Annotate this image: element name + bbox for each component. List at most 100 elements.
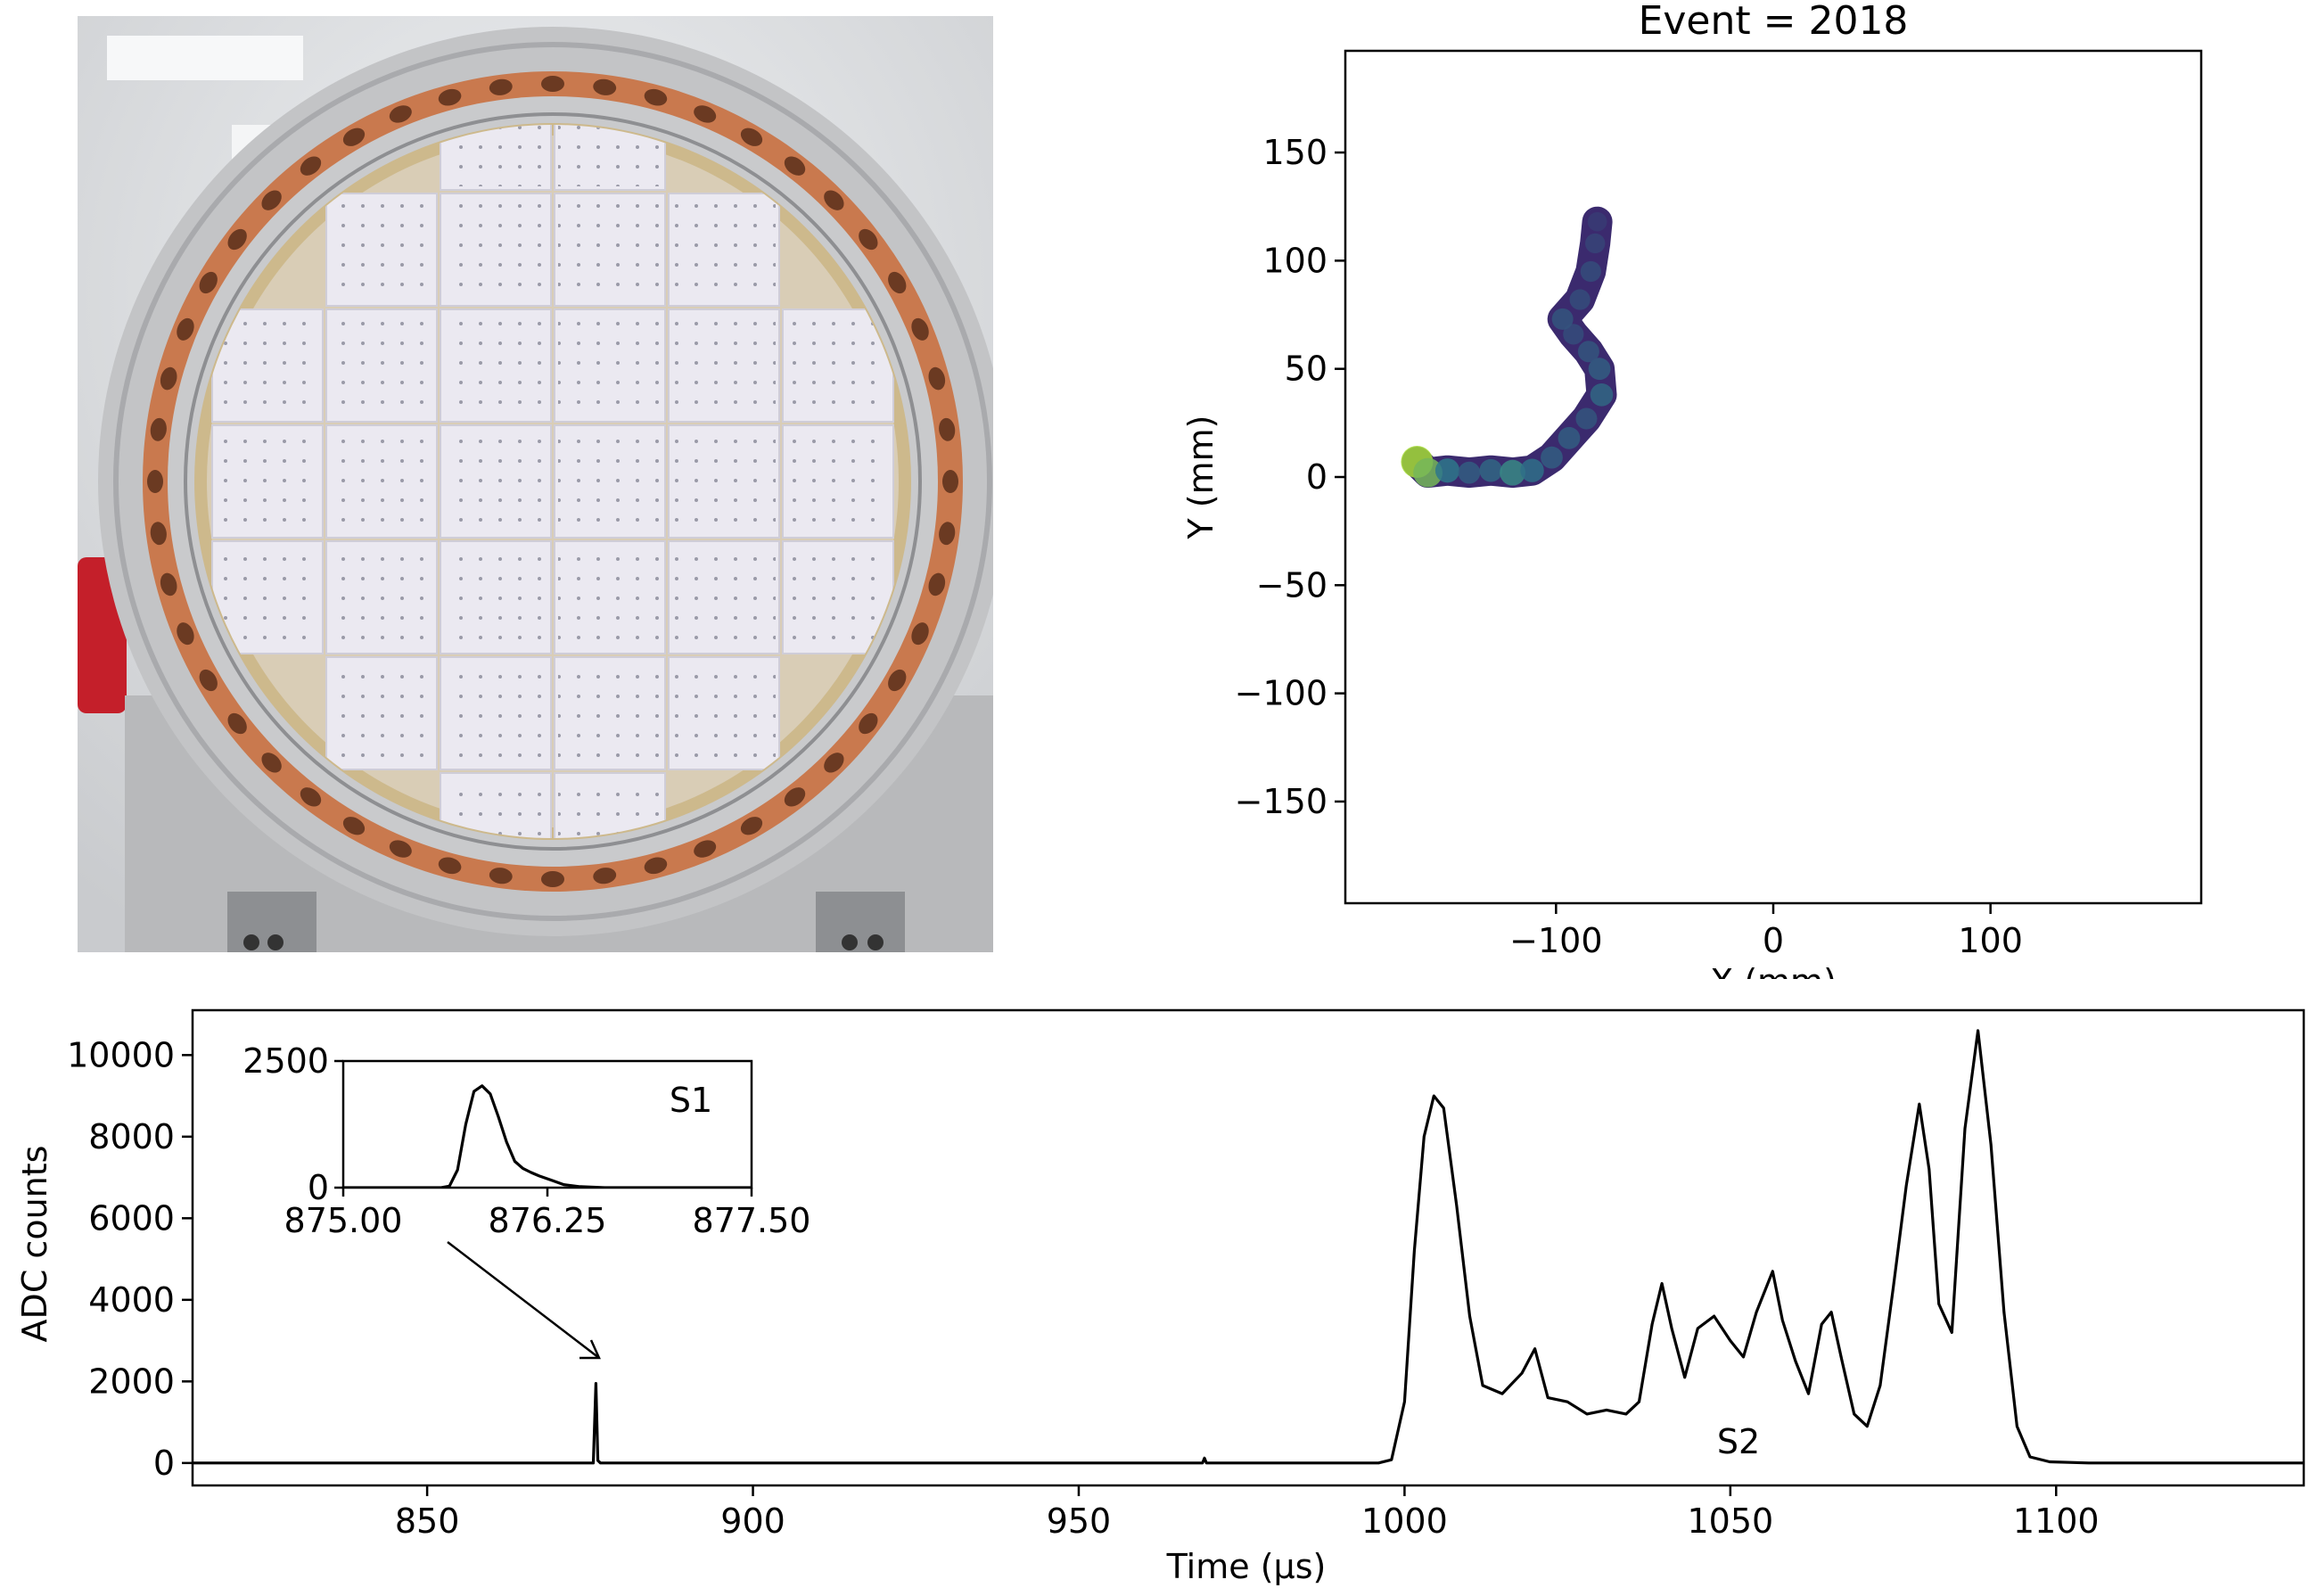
bolt-hole-icon <box>147 470 163 493</box>
hitmap-y-tick-label: 100 <box>1262 241 1328 280</box>
hitmap-y-tick-label: 50 <box>1285 350 1328 389</box>
bolt-hole-icon <box>199 271 218 294</box>
support-foot <box>816 892 905 952</box>
sipm-grid <box>330 545 433 650</box>
sipm-grid <box>558 197 662 302</box>
bolt-hole-icon <box>939 522 956 546</box>
bolt-hole-icon <box>227 712 247 735</box>
bolt-hole-icon <box>888 271 907 294</box>
hitmap-y-ticks: 150 100 50 0 −50 −100 −150 <box>1235 133 1345 821</box>
track-heatmap <box>1401 206 1617 489</box>
sipm-grid <box>216 545 319 650</box>
bolt-hole-icon <box>227 228 247 251</box>
bolt-hole-icon <box>489 78 513 95</box>
bolt-hole-icon <box>261 753 282 773</box>
hitmap-y-tick-label: −50 <box>1256 565 1328 605</box>
sipm-grid <box>672 661 776 766</box>
hitmap-y-tick-label: −150 <box>1235 782 1328 821</box>
sipm-grid <box>444 313 547 418</box>
detector-photo <box>78 16 993 952</box>
sipm-grid <box>216 429 319 534</box>
waveform-x-tick-label: 950 <box>1047 1501 1112 1541</box>
bolt-hole-icon <box>438 857 462 875</box>
crop-mask <box>1248 979 2318 1008</box>
hitmap-x-tick-label: 0 <box>1763 921 1784 960</box>
bolt-hole-icon <box>740 128 763 146</box>
track-hit <box>1558 426 1581 449</box>
bolt-hole-icon <box>261 190 282 210</box>
sipm-grid <box>330 429 433 534</box>
event-hitmap: Event = 2018 −100 0 100 150100500−50−100−1… <box>1181 0 2318 1008</box>
bolt-hole-icon <box>694 105 717 123</box>
bolt-hole-icon <box>911 317 929 341</box>
inset-y-tick-label: 0 <box>308 1168 329 1207</box>
waveform-x-tick-label: 900 <box>720 1501 785 1541</box>
waveform-y-tick-label: 4000 <box>88 1280 175 1320</box>
bolt-hole-icon <box>389 840 412 858</box>
s1-arrow <box>447 1241 600 1359</box>
sipm-grid <box>672 197 776 302</box>
track-hit <box>1577 341 1599 363</box>
waveform-x-label: Time (μs) <box>1166 1547 1327 1586</box>
bolt-hole-icon <box>911 622 929 646</box>
track-hit <box>1588 358 1611 381</box>
bolt-hole-icon <box>389 105 412 123</box>
inset-series-line <box>343 1084 752 1188</box>
hitmap-title: Event = 2018 <box>1639 0 1909 44</box>
bolt-hole-icon <box>150 417 167 441</box>
waveform-y-tick-label: 10000 <box>67 1035 175 1074</box>
bolt-hole-icon <box>644 88 668 106</box>
waveform-series-line <box>193 1029 2304 1465</box>
track-hit <box>1520 458 1544 482</box>
connector-icon <box>842 934 858 950</box>
track-hit <box>1479 458 1503 482</box>
inset-y-ticks: 0 2500 <box>242 1041 343 1207</box>
bolt-hole-icon <box>300 156 322 176</box>
bolt-hole-icon <box>859 228 878 251</box>
sipm-grid <box>330 661 433 766</box>
inset-x-tick-label: 875.00 <box>284 1201 403 1240</box>
sipm-grid <box>786 429 890 534</box>
inset-x-tick-label: 877.50 <box>693 1201 811 1240</box>
bolt-hole-icon <box>824 753 844 773</box>
bolt-hole-icon <box>541 871 564 887</box>
track-hit <box>1569 289 1591 310</box>
hitmap-y-tick-label: −100 <box>1235 674 1328 713</box>
bolt-hole-icon <box>177 317 194 341</box>
track-hit <box>1500 459 1526 486</box>
sipm-grid <box>558 313 662 418</box>
track-hit <box>1590 383 1614 407</box>
hitmap-y-tick-label: 0 <box>1306 457 1328 497</box>
waveform-x-ticks: 850 900 950 1000 1050 1100 <box>395 1485 2100 1541</box>
waveform-y-tick-label: 0 <box>153 1444 175 1483</box>
s2-label: S2 <box>1717 1422 1760 1461</box>
sipm-grid <box>558 545 662 650</box>
sipm-grid <box>444 429 547 534</box>
inset-background <box>343 1061 752 1188</box>
sipm-grid <box>786 313 890 418</box>
sipm-grid <box>444 661 547 766</box>
sipm-grid <box>558 661 662 766</box>
track-hit <box>1587 211 1607 232</box>
hitmap-x-ticks: −100 0 100 <box>1509 903 2023 960</box>
bolt-hole-icon <box>438 88 462 106</box>
bolt-hole-icon <box>199 669 218 692</box>
track-hit <box>1563 324 1584 345</box>
waveform-x-tick-label: 850 <box>395 1501 460 1541</box>
bolt-hole-icon <box>644 857 668 875</box>
bolt-hole-icon <box>593 868 617 884</box>
arrow-head-icon <box>580 1339 601 1360</box>
sipm-grid <box>786 545 890 650</box>
waveform-x-tick-label: 1000 <box>1361 1501 1448 1541</box>
waveform-y-ticks: 0 2000 4000 6000 8000 10000 <box>67 1035 193 1483</box>
waveform-panel: 850 900 950 1000 1050 1100 0 2000 4000 6000 8000 1… <box>15 1008 2306 1586</box>
track-hit <box>1541 446 1563 469</box>
sipm-grid <box>672 313 776 418</box>
waveform-axes-frame <box>191 1008 2306 1487</box>
bolt-hole-icon <box>928 366 946 391</box>
waveform-y-tick-label: 8000 <box>88 1117 175 1156</box>
ceiling-light-icon <box>107 36 303 80</box>
connector-icon <box>243 934 259 950</box>
bolt-hole-icon <box>888 669 907 692</box>
